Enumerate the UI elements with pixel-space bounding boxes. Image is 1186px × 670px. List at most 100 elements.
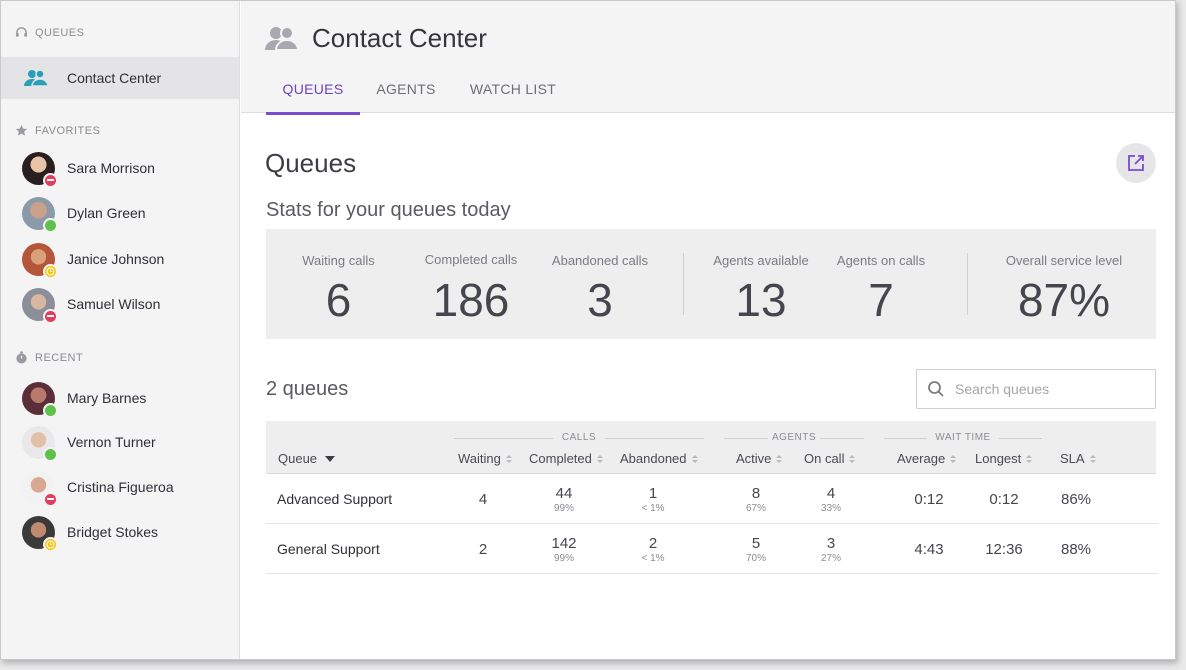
recent-section-header: RECENT (15, 351, 83, 364)
queues-section-label: QUEUES (35, 26, 85, 39)
sort-icon (776, 454, 783, 463)
cell-value: 142 (551, 534, 577, 552)
stat-value: 6 (325, 274, 352, 326)
avatar (22, 515, 58, 552)
average-wait-cell: 0:12 (899, 474, 959, 524)
recent-contact[interactable]: Cristina Figueroa (1, 467, 239, 507)
recent-contact[interactable]: Vernon Turner (1, 422, 239, 462)
sort-icon (1089, 454, 1096, 463)
cell-percent: 99% (553, 552, 574, 564)
people-icon (23, 68, 49, 88)
favorites-section-label: FAVORITES (35, 124, 101, 137)
column-header-active[interactable]: Active (736, 451, 783, 466)
column-header-completed[interactable]: Completed (529, 451, 603, 466)
calls-group-header: CALLS (454, 432, 704, 443)
tab-agents[interactable]: AGENTS (369, 71, 443, 113)
stat-service-level: Overall service level 87% (994, 229, 1134, 339)
column-label: Average (897, 451, 946, 466)
table-row[interactable]: Advanced Support 4 44 99% 1 < 1% 8 67% 4 33%… (266, 474, 1158, 524)
stats-panel: Waiting calls 6 Completed calls 186 Aban… (266, 229, 1156, 339)
cell-percent: < 1% (641, 502, 665, 514)
search-icon (928, 381, 944, 397)
cell-value: 0:12 (989, 490, 1019, 508)
stat-label: Agents available (713, 253, 809, 268)
contact-name: Samuel Wilson (67, 296, 161, 312)
column-label: SLA (1060, 451, 1085, 466)
people-icon (265, 26, 299, 51)
sidebar-item-label: Contact Center (67, 70, 162, 86)
contact-name: Vernon Turner (67, 434, 156, 450)
stat-agents-on-calls: Agents on calls 7 (826, 229, 936, 339)
table-row[interactable]: General Support 2 142 99% 2 < 1% 5 70% 3 27%… (266, 524, 1158, 574)
column-header-average[interactable]: Average (897, 451, 957, 466)
cell-value: 8 (751, 484, 761, 502)
active-cell: 8 67% (731, 474, 781, 524)
search-input[interactable] (955, 381, 1145, 397)
sort-icon (849, 454, 856, 463)
column-header-queue[interactable]: Queue (278, 451, 336, 466)
search-box[interactable] (916, 369, 1156, 409)
contact-name: Sara Morrison (67, 160, 155, 176)
cell-value: 44 (555, 484, 573, 502)
on-call-cell: 4 33% (806, 474, 856, 524)
stat-label: Completed calls (424, 252, 518, 267)
tab-queues[interactable]: QUEUES (266, 71, 360, 115)
away-status-icon (43, 263, 58, 279)
recent-contact[interactable]: Bridget Stokes (1, 512, 239, 552)
queue-count: 2 queues (266, 378, 349, 400)
contact-name: Mary Barnes (67, 390, 147, 406)
queue-name-cell: General Support (277, 524, 447, 574)
away-status-icon (43, 536, 58, 552)
stat-value: 87% (1017, 274, 1111, 326)
contact-name: Janice Johnson (67, 251, 165, 267)
favorite-contact[interactable]: Dylan Green (1, 193, 239, 233)
active-cell: 5 70% (731, 524, 781, 574)
cell-value: 3 (826, 534, 836, 552)
column-header-waiting[interactable]: Waiting (458, 451, 512, 466)
star-icon (15, 124, 28, 136)
app-window: QUEUES Contact Center FAVORITES Sara Mor… (0, 0, 1176, 660)
busy-status-icon (43, 308, 58, 324)
group-label: CALLS (561, 432, 597, 443)
column-header-sla[interactable]: SLA (1060, 451, 1096, 466)
group-label: WAIT TIME (935, 432, 991, 443)
cell-value: 1 (648, 484, 658, 502)
column-header-abandoned[interactable]: Abandoned (620, 451, 698, 466)
column-header-longest[interactable]: Longest (975, 451, 1033, 466)
stat-waiting-calls: Waiting calls 6 (286, 229, 391, 339)
column-label: On call (804, 451, 845, 466)
column-label: Active (736, 451, 772, 466)
queue-name-cell: Advanced Support (277, 474, 447, 524)
column-label: Longest (975, 451, 1022, 466)
favorite-contact[interactable]: Janice Johnson (1, 239, 239, 279)
tab-label: QUEUES (282, 81, 344, 97)
completed-cell: 44 99% (534, 474, 594, 524)
cell-value: 2 (648, 534, 658, 552)
page-header: Contact Center QUEUES AGENTS WATCH LIST (241, 1, 1175, 115)
column-label: Completed (529, 451, 592, 466)
cell-value: 88% (1060, 540, 1092, 558)
column-header-on-call[interactable]: On call (804, 451, 856, 466)
busy-status-icon (43, 491, 58, 507)
favorites-section-header: FAVORITES (15, 124, 100, 137)
cell-value: 12:36 (985, 540, 1023, 558)
stat-label: Agents on calls (836, 253, 926, 268)
wait-time-group-header: WAIT TIME (884, 432, 1042, 443)
cell-value: 5 (751, 534, 761, 552)
queue-name: Advanced Support (277, 491, 393, 507)
favorite-contact[interactable]: Sara Morrison (1, 148, 239, 188)
favorite-contact[interactable]: Samuel Wilson (1, 284, 239, 324)
stats-subtitle: Stats for your queues today (266, 199, 511, 221)
popout-button[interactable] (1116, 143, 1156, 183)
stat-abandoned-calls: Abandoned calls 3 (544, 229, 656, 339)
tab-watch-list[interactable]: WATCH LIST (463, 71, 563, 113)
tab-label: WATCH LIST (469, 81, 557, 97)
sidebar-item-contact-center[interactable]: Contact Center (1, 57, 239, 99)
sidebar: QUEUES Contact Center FAVORITES Sara Mor… (1, 1, 240, 659)
stat-value: 7 (868, 274, 894, 326)
avatar (22, 287, 58, 324)
recent-contact[interactable]: Mary Barnes (1, 378, 239, 418)
stat-value: 186 (432, 274, 510, 326)
cell-percent: 99% (553, 502, 574, 514)
cell-percent: 67% (745, 502, 766, 514)
